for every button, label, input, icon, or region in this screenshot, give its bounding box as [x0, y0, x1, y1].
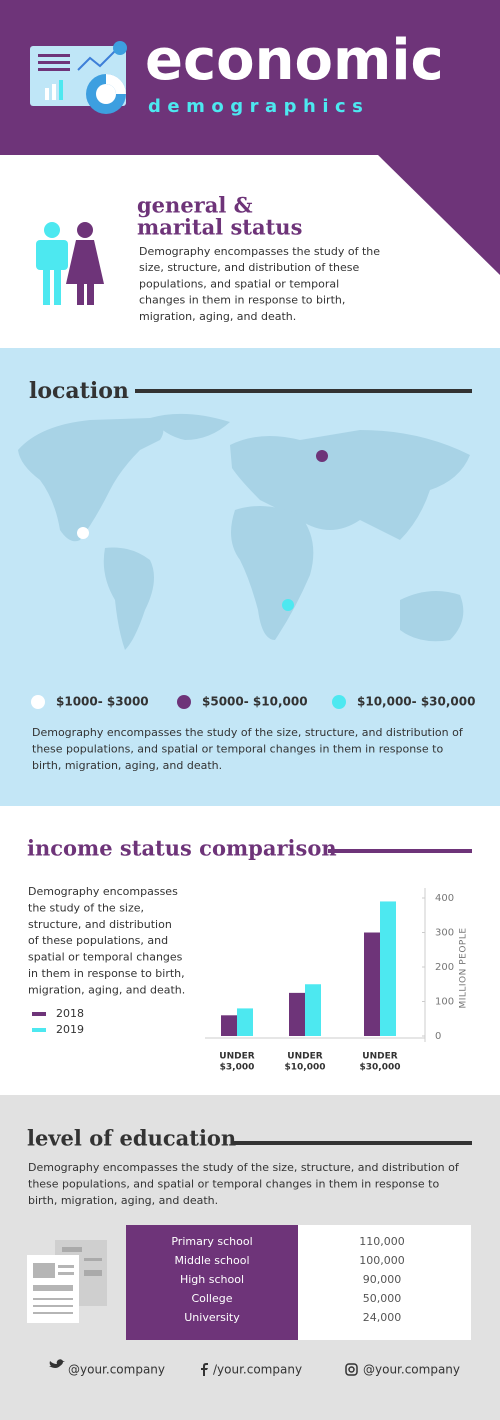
- legend-swatch: [32, 1028, 46, 1032]
- paragraph-line: birth, migration, aging, and death.: [32, 759, 222, 772]
- section-title: level of education: [27, 1126, 236, 1151]
- table-cell: Primary school: [171, 1235, 252, 1248]
- map-marker: [77, 527, 89, 539]
- paragraph-line: these populations, and spatial or tempor…: [32, 743, 443, 756]
- section-title: income status comparison: [27, 836, 337, 861]
- paragraph-line: Demography encompasses the study of the: [139, 245, 380, 258]
- legend-swatch: [332, 695, 346, 709]
- table-right: [298, 1225, 471, 1340]
- corner-shape: [378, 155, 500, 275]
- bar: [305, 984, 321, 1036]
- x-tick-label: UNDER: [287, 1052, 322, 1062]
- paragraph-line: spatial or temporal changes: [28, 951, 183, 964]
- paragraph-line: structure, and distribution: [28, 918, 172, 931]
- paragraph-line: populations, and spatial or temporal: [139, 277, 339, 290]
- y-tick-label: 100: [435, 997, 454, 1008]
- social-link[interactable]: @your.company: [68, 1363, 165, 1377]
- table-cell: 90,000: [363, 1273, 402, 1286]
- paragraph-line: Demography encompasses the study of the …: [32, 726, 464, 739]
- header-icon: [30, 41, 127, 114]
- bar: [380, 901, 396, 1036]
- map-marker: [316, 450, 328, 462]
- table-cell: University: [184, 1311, 240, 1324]
- table-cell: Middle school: [174, 1254, 249, 1267]
- table-cell: 24,000: [363, 1311, 402, 1324]
- legend-swatch: [177, 695, 191, 709]
- legend-label: 2018: [56, 1007, 84, 1020]
- y-tick-label: 400: [435, 893, 454, 904]
- table-cell: College: [191, 1292, 232, 1305]
- legend-label: $1000- $3000: [56, 695, 149, 709]
- map-marker: [282, 599, 294, 611]
- paragraph-line: in them in response to birth,: [28, 967, 185, 980]
- paragraph-line: these populations, and spatial or tempor…: [28, 1178, 439, 1191]
- legend-swatch: [31, 695, 45, 709]
- table-cell: High school: [180, 1273, 244, 1286]
- paragraph-line: migration, aging, and death.: [28, 983, 185, 996]
- footer-icons: [49, 1359, 358, 1376]
- table-cell: 50,000: [363, 1292, 402, 1305]
- paragraph-line: changes in them in response to birth,: [139, 294, 345, 307]
- paragraph-line: migration, aging, and death.: [139, 310, 296, 323]
- bar: [289, 992, 305, 1036]
- bar: [364, 932, 380, 1036]
- legend-swatch: [32, 1012, 46, 1016]
- x-tick-label: $30,000: [360, 1063, 401, 1073]
- x-tick-label: UNDER: [362, 1052, 397, 1062]
- paragraph-line: Demography encompasses the study of the …: [28, 1161, 460, 1174]
- paragraph-line: size, structure, and distribution of the…: [139, 261, 359, 274]
- bar: [221, 1015, 237, 1036]
- section-title: location: [29, 378, 129, 404]
- bar: [237, 1008, 253, 1036]
- table-cell: 110,000: [359, 1235, 405, 1248]
- paragraph-line: Demography encompasses: [28, 885, 178, 898]
- table-left: [126, 1225, 298, 1340]
- section-title: marital status: [137, 215, 302, 240]
- legend-label: $5000- $10,000: [202, 695, 308, 709]
- social-link[interactable]: /your.company: [213, 1363, 302, 1377]
- document-icon: [27, 1240, 107, 1323]
- social-link[interactable]: @your.company: [363, 1363, 460, 1377]
- x-tick-label: UNDER: [219, 1052, 254, 1062]
- table-cell: 100,000: [359, 1254, 405, 1267]
- y-axis-label: MILLION PEOPLE: [459, 927, 469, 1008]
- y-tick-label: 200: [435, 962, 454, 973]
- subtitle: demographics: [148, 96, 369, 117]
- paragraph-line: of these populations, and: [28, 934, 168, 947]
- x-tick-label: $10,000: [285, 1063, 326, 1073]
- people-icon: [36, 222, 104, 305]
- y-tick-label: 300: [435, 928, 454, 939]
- paragraph-line: the study of the size,: [28, 901, 144, 914]
- legend-label: $10,000- $30,000: [357, 695, 475, 709]
- y-tick-label: 0: [435, 1031, 441, 1042]
- title: economic: [145, 28, 444, 93]
- section-title: general &: [137, 193, 253, 218]
- world-map: [18, 413, 470, 650]
- paragraph-line: birth, migration, aging, and death.: [28, 1194, 218, 1207]
- legend-label: 2019: [56, 1023, 84, 1036]
- x-tick-label: $3,000: [220, 1063, 255, 1073]
